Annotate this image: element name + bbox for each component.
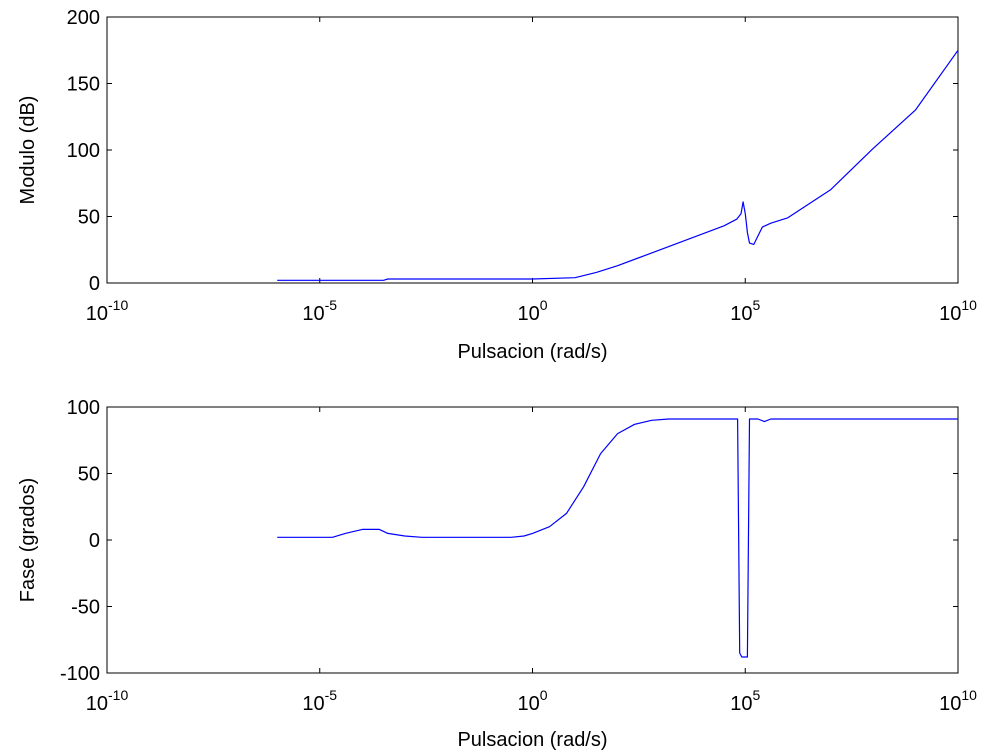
x-tick-label: 10-10 [86,297,129,325]
axes-box [106,406,959,674]
subplot-2: 10-10 10-5 100 105 1010 -100 -50 0 50 100 Pulsacio… [17,397,977,751]
y-tick-label: 50 [78,464,100,486]
y-tick-label: 150 [67,74,100,96]
y-tick-label: 100 [67,140,100,162]
y-tick-label: -100 [60,663,100,685]
y-tick-label: -50 [71,597,100,619]
axes-box [106,16,959,284]
series-line-1 [277,418,958,658]
x-tick-label: 1010 [939,297,977,325]
x-tick-label: 100 [517,297,547,325]
series-line-1 [277,49,959,281]
x-tick-label: 105 [730,297,760,325]
subplot-1: 10-10 10-5 100 105 1010 0 50 100 150 200 Pulsacion… [17,7,977,363]
x-tick-label: 100 [517,687,547,715]
y-axis-label: Fase (grados) [17,478,39,603]
x-tick-label: 1010 [939,687,977,715]
y-axis-label: Modulo (dB) [17,96,39,205]
x-tick-label: 10-5 [302,687,337,715]
x-tick-label: 105 [730,687,760,715]
y-tick-label: 100 [67,397,100,419]
x-tick-label: 10-5 [302,297,337,325]
x-tick-label: 10-10 [86,687,129,715]
y-tick-label: 0 [89,273,100,295]
x-axis-label: Pulsacion (rad/s) [457,341,607,363]
x-axis-label: Pulsacion (rad/s) [457,729,607,751]
y-tick-label: 200 [67,7,100,29]
y-tick-label: 50 [78,207,100,229]
y-tick-label: 0 [89,530,100,552]
